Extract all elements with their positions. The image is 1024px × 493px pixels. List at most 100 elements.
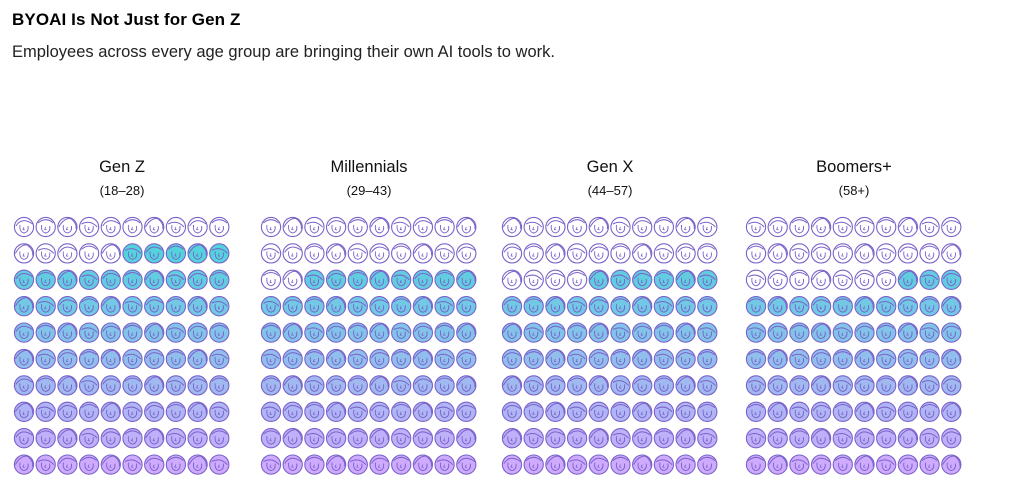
waffle-icon-filled — [391, 454, 412, 475]
waffle-grid — [13, 216, 230, 475]
panel-gen-z: Gen Z (18–28) — [13, 158, 231, 488]
waffle-icon-filled — [897, 454, 919, 475]
waffle-icon-filled — [697, 454, 718, 475]
waffle-icon-filled — [789, 428, 810, 449]
waffle-icon-empty — [456, 243, 477, 264]
waffle-icon-filled — [165, 428, 187, 449]
waffle-icon-filled — [78, 296, 100, 317]
waffle-icon-filled — [412, 269, 434, 290]
waffle-icon-empty — [78, 216, 100, 238]
waffle-icon-filled — [876, 401, 897, 422]
waffle-icon-filled — [209, 348, 230, 370]
waffle-icon-filled — [523, 401, 544, 422]
waffle-icon-empty — [832, 216, 853, 238]
waffle-icon-filled — [57, 322, 78, 343]
waffle-icon-filled — [897, 375, 919, 396]
waffle-icon-filled — [187, 296, 208, 317]
waffle-icon-filled — [897, 269, 919, 290]
waffle-icon-filled — [144, 348, 165, 370]
waffle-icon-filled — [767, 375, 788, 396]
waffle-icon-filled — [35, 269, 56, 290]
waffle-icon-empty — [282, 269, 303, 290]
waffle-icon-filled — [391, 269, 412, 290]
waffle-icon-filled — [282, 454, 303, 475]
waffle-icon-filled — [523, 296, 544, 317]
waffle-icon-empty — [810, 216, 832, 238]
waffle-icon-filled — [434, 401, 455, 422]
waffle-grid — [260, 216, 477, 475]
waffle-icon-filled — [391, 375, 412, 396]
waffle-icon-filled — [304, 401, 325, 422]
waffle-icon-empty — [412, 216, 434, 238]
waffle-icon-filled — [57, 269, 78, 290]
waffle-icon-filled — [545, 428, 566, 449]
waffle-icon-filled — [35, 375, 56, 396]
waffle-icon-filled — [767, 348, 788, 370]
waffle-icon-filled — [941, 454, 962, 475]
waffle-icon-filled — [13, 454, 35, 475]
waffle-icon-empty — [369, 216, 390, 238]
waffle-icon-filled — [282, 428, 303, 449]
waffle-icon-empty — [501, 216, 523, 238]
waffle-icon-filled — [566, 322, 588, 343]
waffle-icon-filled — [347, 454, 368, 475]
waffle-icon-filled — [854, 454, 875, 475]
waffle-icon-empty — [282, 216, 303, 238]
waffle-icon-filled — [610, 348, 631, 370]
waffle-icon-filled — [745, 454, 767, 475]
waffle-icon-filled — [456, 428, 477, 449]
waffle-icon-filled — [391, 348, 412, 370]
waffle-icon-filled — [144, 269, 165, 290]
waffle-icon-empty — [282, 243, 303, 264]
waffle-icon-filled — [35, 428, 56, 449]
waffle-icon-filled — [610, 454, 631, 475]
waffle-icon-filled — [588, 348, 609, 370]
waffle-icon-filled — [501, 348, 523, 370]
waffle-icon-empty — [610, 216, 631, 238]
waffle-icon-filled — [325, 454, 347, 475]
waffle-icon-filled — [369, 454, 390, 475]
waffle-icon-filled — [100, 428, 121, 449]
waffle-icon-filled — [745, 401, 767, 422]
waffle-icon-empty — [545, 243, 566, 264]
waffle-icon-filled — [697, 401, 718, 422]
waffle-icon-filled — [347, 348, 368, 370]
waffle-icon-filled — [697, 296, 718, 317]
waffle-icon-filled — [566, 375, 588, 396]
waffle-icon-filled — [165, 375, 187, 396]
waffle-icon-empty — [789, 243, 810, 264]
waffle-icon-filled — [57, 375, 78, 396]
waffle-icon-filled — [588, 401, 609, 422]
waffle-icon-empty — [941, 216, 962, 238]
waffle-icon-empty — [897, 216, 919, 238]
waffle-icon-filled — [632, 401, 653, 422]
waffle-icon-filled — [456, 322, 477, 343]
waffle-icon-filled — [588, 296, 609, 317]
waffle-icon-empty — [789, 216, 810, 238]
waffle-grid — [501, 216, 718, 475]
waffle-icon-filled — [789, 322, 810, 343]
waffle-icon-filled — [13, 296, 35, 317]
waffle-icon-filled — [588, 454, 609, 475]
waffle-icon-filled — [260, 401, 282, 422]
waffle-icon-filled — [13, 348, 35, 370]
panel-boomers: Boomers+ (58+) — [745, 158, 963, 488]
waffle-icon-filled — [391, 322, 412, 343]
waffle-icon-filled — [13, 401, 35, 422]
waffle-icon-filled — [767, 296, 788, 317]
waffle-icon-filled — [325, 296, 347, 317]
waffle-icon-filled — [260, 428, 282, 449]
waffle-icon-filled — [854, 296, 875, 317]
waffle-icon-filled — [545, 322, 566, 343]
waffle-icon-empty — [919, 216, 940, 238]
waffle-icon-filled — [282, 375, 303, 396]
waffle-icon-filled — [523, 454, 544, 475]
waffle-icon-empty — [767, 243, 788, 264]
waffle-icon-filled — [588, 322, 609, 343]
waffle-icon-filled — [675, 269, 696, 290]
waffle-icon-filled — [165, 322, 187, 343]
waffle-icon-filled — [412, 454, 434, 475]
waffle-icon-filled — [260, 296, 282, 317]
waffle-icon-filled — [854, 348, 875, 370]
waffle-icon-empty — [100, 243, 121, 264]
